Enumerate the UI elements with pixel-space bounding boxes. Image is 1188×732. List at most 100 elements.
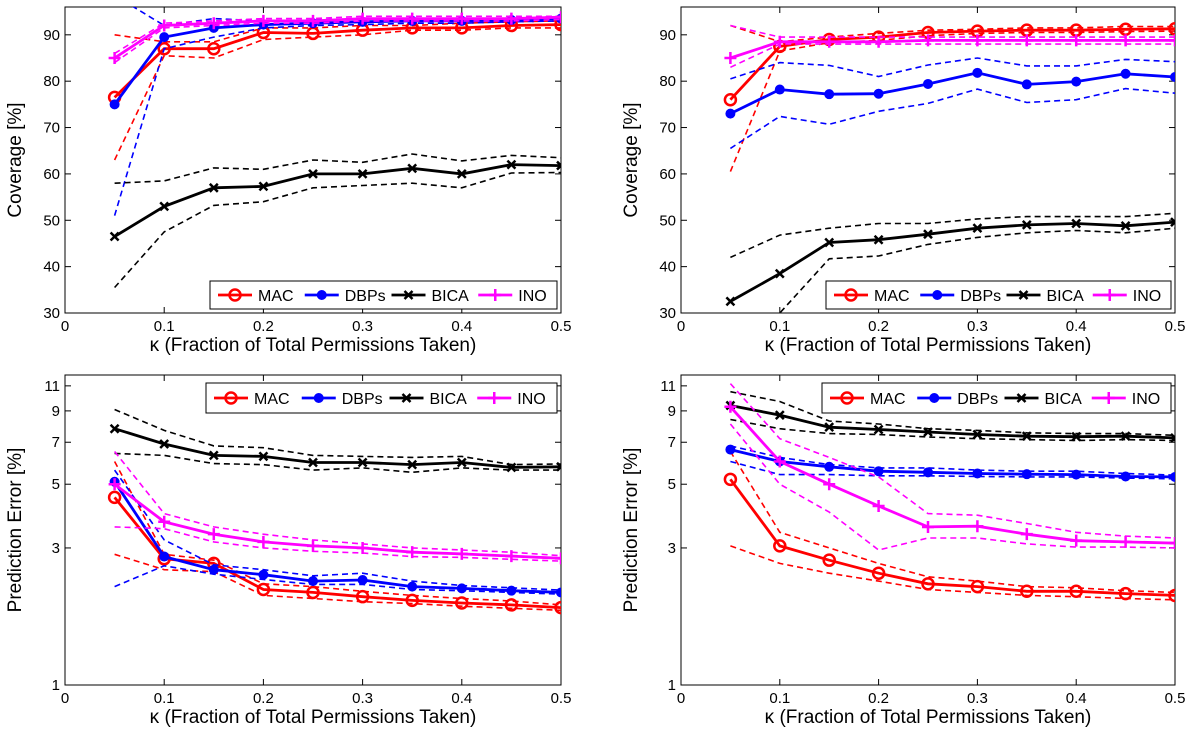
point-ino [1070, 34, 1083, 47]
point-dbps [923, 78, 933, 89]
series-mac-line [113, 23, 561, 99]
legend-label-bica: BICA [432, 288, 470, 305]
y-tick-label: 90 [659, 27, 676, 44]
series-ino-line [113, 15, 561, 60]
point-dbps [308, 576, 318, 587]
x-tick-label: 0.1 [154, 690, 175, 707]
point-mac [207, 41, 221, 56]
point-ino [108, 478, 121, 491]
point-ino [724, 400, 737, 413]
point-bica [824, 237, 835, 248]
y-tick-label: 3 [52, 540, 60, 557]
series-dbps-upper-bound [113, 469, 561, 591]
point-bica [923, 427, 933, 437]
point-ino [257, 535, 270, 548]
point-bica [923, 229, 933, 240]
y-tick-label: 30 [43, 305, 60, 322]
point-bica [556, 461, 561, 472]
point-ino [207, 528, 220, 541]
series-dbps-lower-bound [729, 87, 1175, 150]
point-bica [208, 182, 219, 193]
point-mac [554, 600, 561, 615]
series-dbps-lower-bound [113, 20, 561, 216]
series-bica-lower-bound [778, 227, 1175, 313]
point-mac [455, 596, 469, 610]
point-dbps [1071, 76, 1082, 87]
series-dbps-upper-bound [730, 445, 1175, 476]
point-dbps [208, 564, 219, 575]
legend-label-mac: MAC [874, 288, 910, 305]
legend-label-mac: MAC [258, 288, 294, 305]
legend-marker-ino [489, 289, 502, 301]
point-ino [307, 14, 319, 27]
series-bica-line [113, 163, 561, 238]
point-ino [823, 478, 836, 491]
legend-label-bica: BICA [1047, 288, 1085, 305]
point-dbps [407, 581, 418, 592]
point-bica [159, 439, 170, 449]
point-ino [1119, 34, 1132, 47]
x-tick-label: 0.2 [253, 318, 274, 335]
y-tick-label: 11 [660, 378, 676, 395]
y-axis-label: Prediction Error [%] [5, 448, 26, 613]
series-ino-upper-bound [114, 15, 561, 55]
legend-marker-mac [224, 391, 238, 405]
point-mac [405, 593, 419, 608]
series-mac-lower-bound [729, 30, 1175, 172]
point-dbps [109, 99, 120, 110]
legend-marker-dbps [316, 290, 327, 300]
series-mac-upper-bound [114, 20, 561, 43]
point-ino [108, 52, 121, 64]
point-bica [556, 160, 561, 171]
series-ino-line [729, 405, 1175, 545]
point-ino [922, 520, 934, 533]
point-mac [554, 17, 561, 32]
series-bica-upper-bound [114, 153, 561, 184]
point-dbps [1071, 469, 1082, 480]
point-bica [1120, 431, 1131, 442]
series-bica-upper-bound [730, 212, 1175, 259]
x-tick-label: 0 [61, 690, 69, 707]
series-ino-upper-bound [113, 451, 561, 557]
point-dbps [873, 88, 884, 99]
point-dbps [824, 89, 835, 100]
point-dbps [972, 67, 983, 78]
x-axis-label: κ (Fraction of Total Permissions Taken) [765, 707, 1092, 728]
series-dbps-line [730, 448, 1175, 479]
series-dbps-line [729, 71, 1175, 115]
point-ino [158, 19, 171, 32]
y-tick-label: 5 [668, 476, 676, 493]
y-tick-label: 3 [668, 540, 676, 557]
point-bica [506, 462, 517, 473]
point-bica [308, 169, 318, 179]
x-tick-label: 0.2 [868, 690, 889, 707]
series-mac-upper-bound [729, 451, 1175, 594]
point-ino [555, 552, 561, 565]
point-bica [159, 201, 170, 212]
point-ino [406, 546, 419, 559]
legend-label-dbps: DBPs [345, 288, 386, 305]
legend-label-dbps: DBPs [960, 288, 1001, 305]
point-ino [1169, 537, 1175, 550]
x-tick-label: 0.5 [551, 318, 572, 335]
series-ino-line [729, 39, 1175, 60]
point-ino [1020, 528, 1033, 541]
x-tick-label: 0.1 [154, 318, 175, 335]
y-tick-label: 70 [659, 120, 676, 137]
legend-label-mac: MAC [870, 391, 906, 408]
point-bica [1120, 220, 1131, 231]
point-ino [505, 12, 518, 25]
legend: MAC DBPs BICA INO [205, 382, 558, 414]
legend-marker-bica [401, 393, 412, 403]
x-tick-label: 0.4 [451, 318, 472, 335]
legend-marker-ino [488, 392, 501, 404]
point-bica [873, 424, 884, 435]
y-tick-label: 90 [43, 27, 60, 44]
series-mac-line [729, 478, 1175, 597]
legend-label-bica: BICA [430, 391, 468, 408]
point-bica [357, 169, 368, 179]
point-dbps [258, 569, 269, 580]
series-bica-line [730, 404, 1175, 440]
series-bica-lower-bound [114, 452, 561, 474]
